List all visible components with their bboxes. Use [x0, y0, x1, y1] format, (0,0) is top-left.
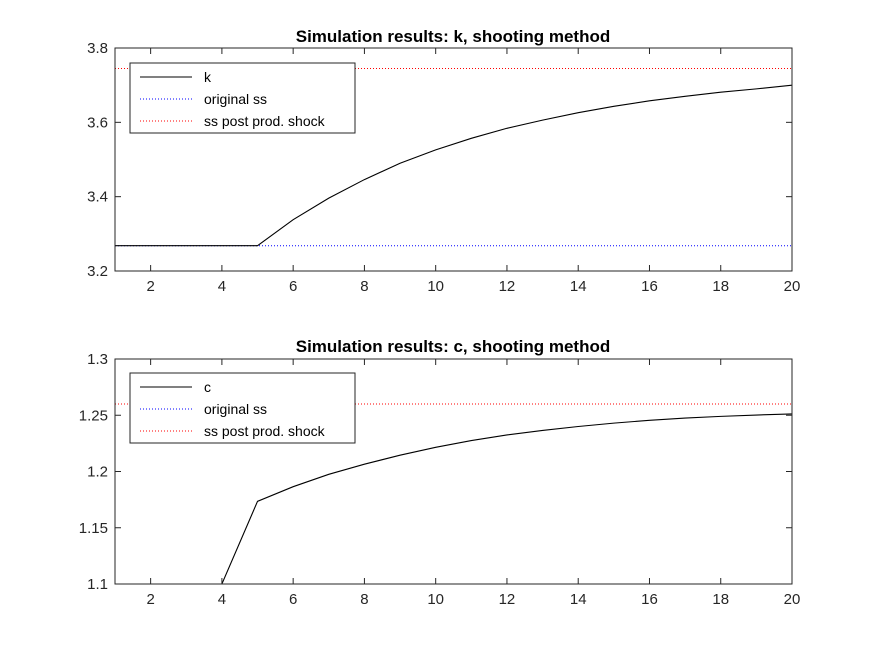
axes-frame-k [114, 47, 793, 272]
chart-title-k: Simulation results: k, shooting method [296, 27, 611, 46]
x-tick-label-c: 10 [427, 591, 444, 608]
legend-label-c: original ss [204, 401, 267, 417]
legend-label-c: ss post prod. shock [204, 423, 326, 439]
y-tick-label-c: 1.25 [79, 407, 108, 424]
legend-label-k: k [204, 69, 212, 85]
series-line-c-c [115, 413, 793, 585]
x-tick-label-k: 20 [784, 278, 801, 295]
x-tick-label-c: 12 [499, 591, 516, 608]
legend-k: k original ss ss post prod. shock [129, 62, 356, 134]
y-tick-label-c: 1.15 [79, 520, 108, 537]
y-tick-label-k: 3.8 [87, 40, 108, 57]
x-tick-label-k: 10 [427, 278, 444, 295]
y-tick-label-c: 1.1 [87, 576, 108, 593]
x-tick-label-k: 8 [360, 278, 368, 295]
series-layer-k [115, 67, 793, 247]
subplot-k: 2 4 6 8 10 12 14 16 18 20 3.2 3.4 3.6 3.8 Simulation … [87, 27, 800, 295]
ticks-k: 2 4 6 8 10 12 14 16 18 20 3.2 3.4 3.6 3.8 [87, 40, 800, 295]
y-tick-label-c: 1.3 [87, 351, 108, 368]
series-line-k-k [115, 84, 793, 247]
legend-label-k: original ss [204, 91, 267, 107]
subplot-c: 2 4 6 8 10 12 14 16 18 20 1.1 1.15 1.2 1.25 1.3 Simula… [79, 337, 801, 608]
x-tick-label-c: 14 [570, 591, 587, 608]
x-tick-label-k: 12 [499, 278, 516, 295]
x-tick-label-k: 6 [289, 278, 297, 295]
x-tick-label-c: 4 [218, 591, 226, 608]
x-tick-label-c: 20 [784, 591, 801, 608]
ticks-c: 2 4 6 8 10 12 14 16 18 20 1.1 1.15 1.2 1.25 1.3 [79, 351, 801, 608]
y-tick-label-k: 3.2 [87, 263, 108, 280]
y-tick-label-k: 3.6 [87, 114, 108, 131]
legend-c: c original ss ss post prod. shock [129, 372, 356, 444]
y-tick-label-c: 1.2 [87, 464, 108, 481]
x-tick-label-k: 14 [570, 278, 587, 295]
chart-title-c: Simulation results: c, shooting method [296, 337, 611, 356]
x-tick-label-c: 6 [289, 591, 297, 608]
y-tick-label-k: 3.4 [87, 189, 108, 206]
x-tick-label-c: 16 [641, 591, 658, 608]
x-tick-label-k: 2 [146, 278, 154, 295]
x-tick-label-c: 8 [360, 591, 368, 608]
legend-label-k: ss post prod. shock [204, 113, 326, 129]
x-tick-label-k: 4 [218, 278, 226, 295]
legend-label-c: c [204, 379, 211, 395]
x-tick-label-k: 18 [712, 278, 729, 295]
x-tick-label-c: 2 [146, 591, 154, 608]
x-tick-label-c: 18 [712, 591, 729, 608]
x-tick-label-k: 16 [641, 278, 658, 295]
